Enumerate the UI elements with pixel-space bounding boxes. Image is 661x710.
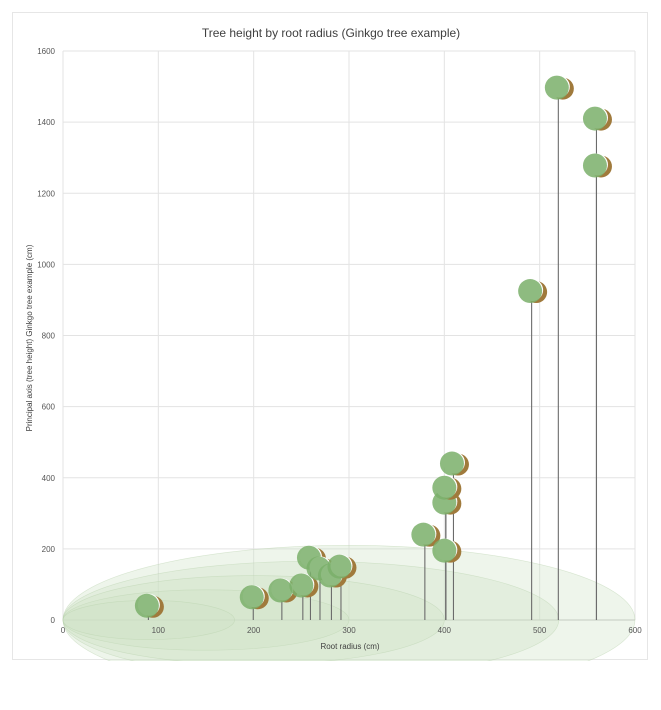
- y-tick-label: 800: [42, 332, 56, 341]
- point-canopy: [582, 153, 607, 178]
- data-point: [439, 451, 469, 476]
- data-point: [582, 153, 612, 178]
- x-tick-label: 600: [628, 626, 642, 635]
- point-canopy: [134, 593, 159, 618]
- y-tick-label: 1200: [37, 189, 55, 198]
- x-tick-label: 300: [342, 626, 356, 635]
- root-ellipses: [62, 545, 636, 661]
- stems: [147, 87, 598, 620]
- point-canopy: [518, 279, 543, 304]
- data-point: [432, 538, 462, 563]
- y-tick-label: 1400: [37, 118, 55, 127]
- x-tick-label: 200: [247, 626, 261, 635]
- tick-labels: 0 100 200 300 400 500 600 0 200 400 600 800 1000 1200…: [37, 47, 642, 635]
- data-point: [327, 554, 357, 579]
- point-canopy: [239, 585, 264, 610]
- data-point: [134, 593, 164, 618]
- point-canopy: [411, 522, 436, 547]
- y-tick-label: 200: [42, 545, 56, 554]
- x-tick-label: 0: [61, 626, 66, 635]
- x-tick-label: 100: [152, 626, 166, 635]
- chart-title: Tree height by root radius (Ginkgo tree …: [202, 26, 460, 40]
- y-tick-label: 1600: [37, 47, 55, 56]
- y-tick-label: 1000: [37, 260, 55, 269]
- data-point: [518, 279, 548, 304]
- data-point: [582, 106, 612, 131]
- point-canopy: [582, 106, 607, 131]
- point-canopy: [432, 538, 457, 563]
- scatter-chart: Tree height by root radius (Ginkgo tree …: [25, 26, 642, 661]
- point-canopy: [544, 75, 569, 100]
- x-axis-title: Root radius (cm): [320, 642, 379, 651]
- point-canopy: [289, 573, 314, 598]
- grid: [62, 50, 636, 621]
- y-axis-title: Principal axis (tree height) Ginkgo tree…: [25, 244, 34, 431]
- x-tick-label: 400: [438, 626, 452, 635]
- point-canopy: [439, 451, 464, 476]
- data-point: [411, 522, 441, 547]
- data-point: [544, 75, 574, 100]
- y-tick-label: 400: [42, 474, 56, 483]
- data-point: [432, 475, 462, 500]
- chart-frame: Tree height by root radius (Ginkgo tree …: [12, 12, 648, 661]
- data-point: [239, 585, 269, 610]
- y-tick-label: 600: [42, 403, 56, 412]
- y-tick-label: 0: [51, 616, 56, 625]
- point-canopy: [432, 475, 457, 500]
- points: [134, 75, 612, 618]
- data-point: [289, 573, 319, 598]
- point-canopy: [327, 554, 352, 579]
- x-tick-label: 500: [533, 626, 547, 635]
- point-canopy: [268, 578, 293, 603]
